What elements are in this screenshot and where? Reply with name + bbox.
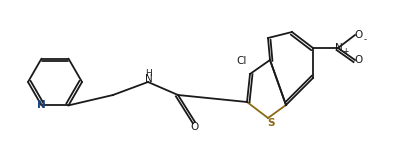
Text: O: O bbox=[354, 30, 362, 40]
Text: +: + bbox=[341, 48, 347, 56]
Text: O: O bbox=[354, 55, 362, 65]
Text: H: H bbox=[145, 69, 152, 77]
Text: Cl: Cl bbox=[236, 56, 247, 66]
Text: O: O bbox=[190, 122, 198, 132]
Text: N: N bbox=[145, 74, 153, 84]
Text: S: S bbox=[266, 118, 274, 128]
Text: -: - bbox=[362, 35, 366, 45]
Text: N: N bbox=[334, 43, 342, 53]
Text: N: N bbox=[37, 100, 46, 110]
